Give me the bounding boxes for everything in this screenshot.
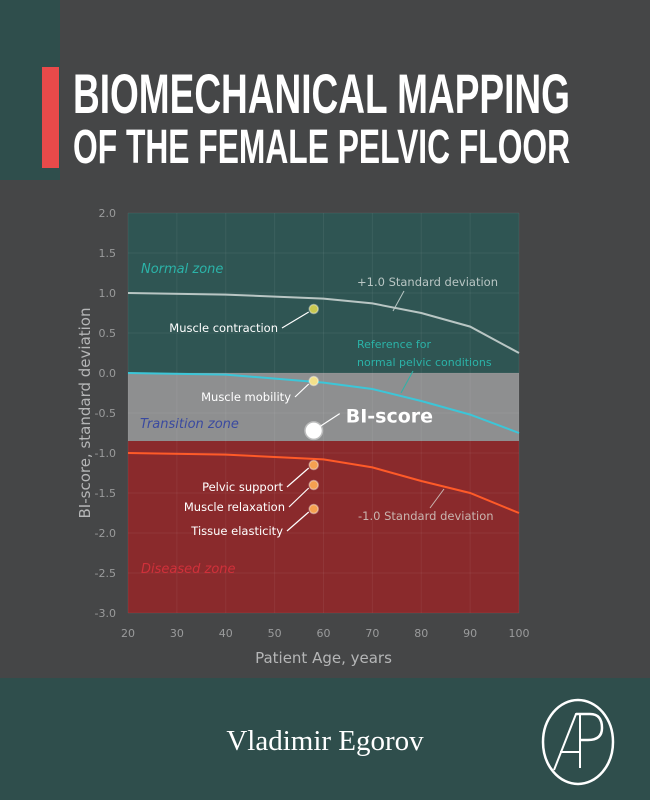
zone-diseased-zone [128, 441, 519, 613]
y-tick-label: -2.5 [95, 567, 116, 580]
bottom-band [0, 678, 650, 800]
annotation: normal pelvic conditions [357, 356, 492, 369]
series-line-1 [127, 372, 520, 434]
bi-score-chart: 20 30 40 50 60 70 80 90 100 2.0 1.5 1.0 0.5 0.0 -0.5 -1… [76, 207, 530, 667]
zone-label: Transition zone [140, 417, 239, 432]
y-tick-label: -0.5 [95, 407, 116, 420]
x-axis-label: Patient Age, years [255, 649, 392, 667]
book-title-line-1: BIOMECHANICAL MAPPING [73, 62, 570, 125]
x-tick-label: 100 [509, 627, 530, 640]
data-point [308, 303, 319, 315]
leader-line [286, 467, 310, 488]
data-point [308, 375, 319, 387]
leader-line [319, 413, 341, 428]
y-axis-label: BI-score, standard deviation [76, 308, 94, 519]
point-label: BI-score [346, 406, 433, 428]
annotation: +1.0 Standard deviation [357, 275, 498, 289]
red-accent-bar [42, 67, 59, 168]
annotation-arrow [429, 488, 445, 509]
annotation-arrow [392, 290, 405, 312]
y-tick-label: -1.5 [95, 487, 116, 500]
annotation-arrow [400, 370, 414, 394]
y-tick-label: 1.0 [99, 287, 117, 300]
x-tick-label: 90 [463, 627, 477, 640]
x-tick-label: 20 [121, 627, 135, 640]
y-tick-label: 2.0 [99, 207, 117, 220]
y-tick-label: -1.0 [95, 447, 116, 460]
series-line-0 [127, 292, 520, 354]
leader-line [288, 487, 310, 508]
y-tick-label: -3.0 [95, 607, 116, 620]
zone-transition-zone [128, 373, 519, 441]
zone-label: Diseased zone [141, 562, 236, 577]
y-tick-label: 1.5 [99, 247, 117, 260]
point-label: Pelvic support [202, 480, 283, 494]
data-point [308, 479, 319, 491]
series-line-2 [127, 452, 520, 514]
x-tick-label: 70 [365, 627, 379, 640]
x-tick-label: 40 [219, 627, 233, 640]
zone-label: Normal zone [141, 262, 223, 277]
point-label: Tissue elasticity [190, 524, 283, 538]
data-point [308, 503, 319, 515]
zone-normal-zone [128, 213, 519, 373]
annotation: -1.0 Standard deviation [358, 509, 494, 523]
x-tick-label: 50 [268, 627, 282, 640]
y-tick-label: 0.0 [99, 367, 117, 380]
x-tick-label: 30 [170, 627, 184, 640]
leader-line [286, 511, 310, 532]
data-point [304, 421, 324, 441]
publisher-logo-icon [541, 698, 615, 786]
y-tick-label: -2.0 [95, 527, 116, 540]
leader-line [294, 383, 310, 398]
author-name: Vladimir Egorov [226, 725, 424, 757]
leader-line [281, 311, 310, 329]
data-point [308, 459, 319, 471]
y-tick-label: 0.5 [99, 327, 117, 340]
point-label: Muscle mobility [201, 390, 291, 404]
book-title-line-2: OF THE FEMALE PELVIC FLOOR [73, 121, 571, 174]
point-label: Muscle contraction [169, 321, 278, 335]
x-tick-label: 60 [317, 627, 331, 640]
annotation: Reference for [357, 338, 431, 351]
point-label: Muscle relaxation [184, 500, 285, 514]
x-tick-label: 80 [414, 627, 428, 640]
